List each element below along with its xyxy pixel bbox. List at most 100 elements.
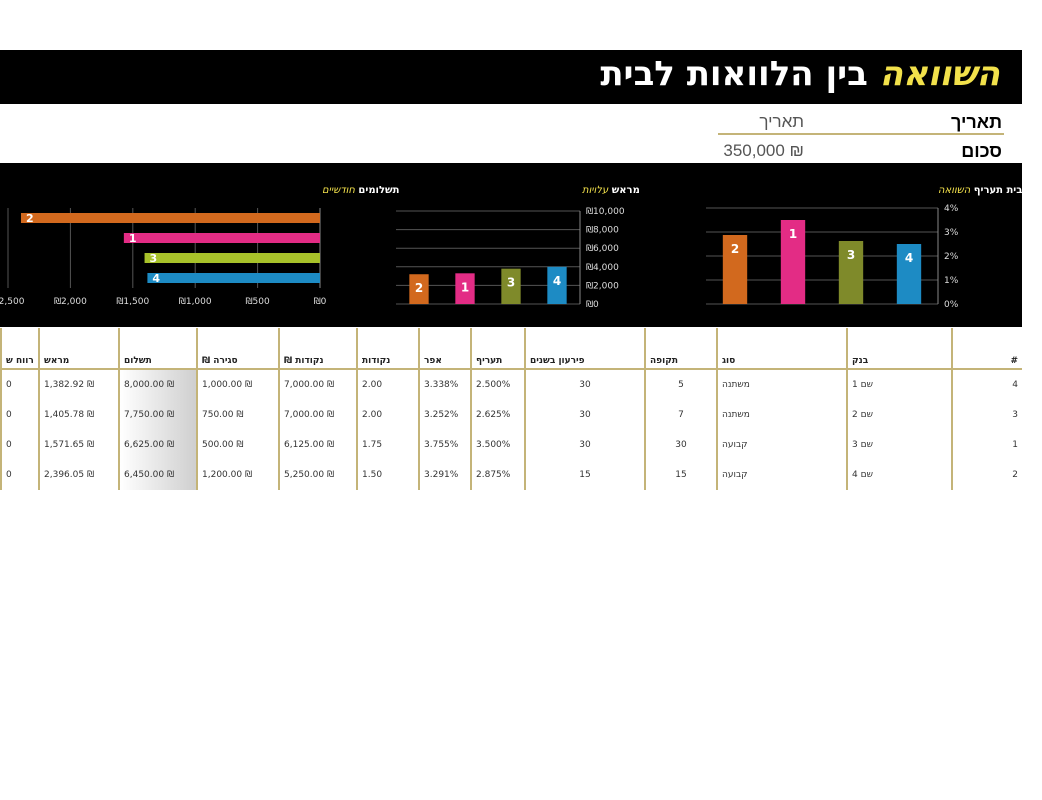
column-header: תקופה [644,328,717,370]
table-cell[interactable]: 2.00 [356,369,419,400]
column-header: בנק [846,328,952,370]
table-cell[interactable]: 0 [0,460,39,490]
chart2-plot: ₪0 ₪2,000 ₪4,000 ₪6,000 ₪8,000 ₪10,000 4 3 1 2 [396,207,625,310]
chart3-xtick: ₪500 [245,297,270,307]
table-row: 1 שם 3 קבועה 30 30 3.500% 3.755% 1.75 ₪ 6,125.00… [0,430,1022,460]
table-cell[interactable]: 0 [0,430,39,460]
table-row: 2 שם 4 קבועה 15 15 2.875% 3.291% 1.50 ₪ 5,250.00… [0,460,1022,490]
table-cell[interactable]: ₪ 6,625.00 [118,430,197,460]
table-cell[interactable]: 30 [524,369,645,400]
table-cell[interactable]: ₪ 1,200.00 [196,460,279,490]
chart3-title: תשלומים חודשיים [322,185,399,196]
table-cell[interactable]: ₪ 5,250.00 [278,460,357,490]
table-cell[interactable]: 4 [951,369,1022,400]
chart3-xtick: ₪1,500 [116,297,149,307]
table-cell[interactable]: 0 [0,369,39,400]
column-header: תשלום [118,328,197,370]
chart3-xtick: ₪0 [314,297,327,307]
chart1-bar [722,235,748,304]
table-cell[interactable]: 30 [644,430,717,460]
table-cell[interactable]: 2.500% [470,369,525,400]
table-cell[interactable]: 30 [524,430,645,460]
table-cell[interactable]: ₪ 7,000.00 [278,400,357,430]
table-cell[interactable]: שם 4 [846,460,952,490]
table-cell[interactable]: שם 2 [846,400,952,430]
chart1-bar-label: 4 [905,251,913,265]
table-body: 4 שם 1 משתנה 5 30 2.500% 3.338% 2.00 ₪ 7,000.00 ₪… [0,369,1022,490]
column-header: סוג [716,328,847,370]
table-cell[interactable]: ₪ 8,000.00 [118,369,197,400]
loans-table: # בנק סוג תקופה פירעון בשנים תעריף אפר נקודות נק… [0,328,1022,490]
table-cell[interactable]: קבועה [716,430,847,460]
chart3-bar-label: 3 [150,252,158,265]
chart3-bar [20,213,320,223]
column-header: סגירה ₪ [196,328,279,370]
chart1-bar-label: 2 [731,242,739,256]
table-cell[interactable]: 1.50 [356,460,419,490]
table-cell[interactable]: ₪ 6,450.00 [118,460,197,490]
chart2-ytick: ₪10,000 [586,207,625,217]
chart2-bar-label: 1 [461,280,469,294]
table-cell[interactable]: משתנה [716,400,847,430]
table-cell[interactable]: 2.875% [470,460,525,490]
table-cell[interactable]: שם 1 [846,369,952,400]
chart2-bar-label: 4 [553,274,561,288]
table-cell[interactable]: ₪ 750.00 [196,400,279,430]
table-cell[interactable]: שם 3 [846,430,952,460]
table-cell[interactable]: ₪ 1,382.92 [38,369,119,400]
chart3-bar [147,273,320,283]
table-cell[interactable]: 2 [951,460,1022,490]
info-divider [718,133,1004,135]
chart1-ytick: 3% [944,228,959,238]
page-title: השוואה בין הלוואות לבית [600,54,1000,94]
table-cell[interactable]: ₪ 7,000.00 [278,369,357,400]
date-value[interactable]: תאריך [759,112,804,131]
chart1-ytick: 0% [944,300,959,310]
table-cell[interactable]: 5 [644,369,717,400]
amount-value[interactable]: ₪ 350,000 [723,141,804,160]
chart1-bar-label: 3 [847,248,855,262]
chart2-bar-label: 2 [415,281,423,295]
table-cell[interactable]: 2.625% [470,400,525,430]
table-cell[interactable]: ₪ 1,000.00 [196,369,279,400]
table-cell[interactable]: 7 [644,400,717,430]
table-cell[interactable]: קבועה [716,460,847,490]
table-cell[interactable]: 15 [524,460,645,490]
chart2-ytick: ₪8,000 [586,226,619,236]
table-cell[interactable]: ₪ 2,396.05 [38,460,119,490]
table-row: 3 שם 2 משתנה 7 30 2.625% 3.252% 2.00 ₪ 7,000.00 ₪… [0,400,1022,430]
chart3-plot: ₪0 ₪500 ₪1,000 ₪1,500 ₪2,000 ₪2,500 2 13 4 [0,208,327,307]
chart2-ytick: ₪6,000 [586,244,619,254]
table-cell[interactable]: ₪ 500.00 [196,430,279,460]
chart2-ytick: ₪2,000 [586,281,619,291]
chart3-xtick: ₪2,500 [0,297,25,307]
chart2-bar-label: 3 [507,276,515,290]
table-cell[interactable]: ₪ 7,750.00 [118,400,197,430]
table-cell[interactable]: 0 [0,400,39,430]
chart2-title: מראש עלויות [582,185,640,196]
table-cell[interactable]: ₪ 1,571.65 [38,430,119,460]
table-cell[interactable]: 1 [951,430,1022,460]
table-cell[interactable]: 2.00 [356,400,419,430]
table-cell[interactable]: 3.755% [418,430,471,460]
table-cell[interactable]: משתנה [716,369,847,400]
table-cell[interactable]: 15 [644,460,717,490]
chart1-ytick: 2% [944,252,959,262]
column-header: פירעון בשנים [524,328,645,370]
table-cell[interactable]: 3.252% [418,400,471,430]
table-cell[interactable]: ₪ 6,125.00 [278,430,357,460]
table-cell[interactable]: 3.500% [470,430,525,460]
title-band: השוואה בין הלוואות לבית [0,50,1022,104]
table-cell[interactable]: 30 [524,400,645,430]
table-cell[interactable]: ₪ 1,405.78 [38,400,119,430]
title-highlight: השוואה [879,54,1000,94]
chart1-bar-label: 1 [789,227,797,241]
chart3-bar [123,233,320,243]
table-cell[interactable]: 1.75 [356,430,419,460]
table-cell[interactable]: 3.338% [418,369,471,400]
chart1-bar [838,241,864,304]
date-label: תאריך [950,112,1002,132]
table-cell[interactable]: 3.291% [418,460,471,490]
table-cell[interactable]: 3 [951,400,1022,430]
chart2-bar [409,274,429,304]
